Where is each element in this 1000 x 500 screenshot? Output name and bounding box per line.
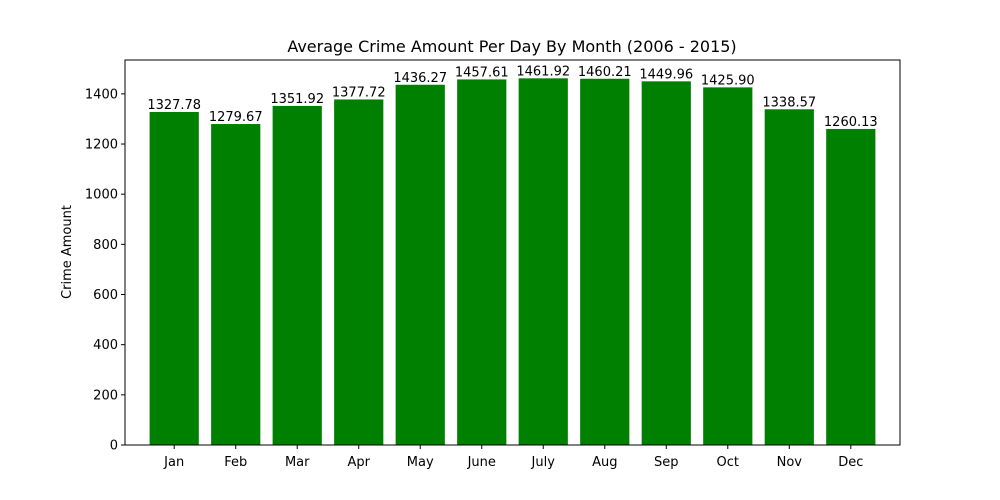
x-tick-label: Feb <box>224 455 247 470</box>
bar-may <box>395 84 445 445</box>
value-label-may: 1436.27 <box>393 71 447 86</box>
bar-aug <box>580 78 630 445</box>
y-tick-label: 1200 <box>85 138 118 153</box>
chart-title: Average Crime Amount Per Day By Month (2… <box>287 37 736 56</box>
x-tick-label: July <box>531 455 556 470</box>
value-label-dec: 1260.13 <box>824 115 878 130</box>
value-labels-group: 1327.78 1279.67 1351.92 1377.72 1436.27 1457.… <box>147 64 877 130</box>
value-label-feb: 1279.67 <box>209 110 263 125</box>
bar-july <box>518 78 568 445</box>
plot-frame <box>124 59 901 446</box>
x-axis: Jan Feb Mar Apr May June July Aug Sep Oct Nov Dec <box>163 445 863 470</box>
y-tick-label: 0 <box>110 439 118 454</box>
y-tick-label: 200 <box>93 388 118 403</box>
x-tick-label: Mar <box>285 455 310 470</box>
x-tick-label: Dec <box>838 455 863 470</box>
value-label-june: 1457.61 <box>455 65 509 80</box>
x-tick-label: Jan <box>163 455 184 470</box>
value-label-nov: 1338.57 <box>762 95 816 110</box>
bar-mar <box>272 105 322 445</box>
value-label-jan: 1327.78 <box>147 98 201 113</box>
value-label-apr: 1377.72 <box>332 85 386 100</box>
x-tick-label: Sep <box>654 455 679 470</box>
bar-nov <box>764 109 814 445</box>
bar-dec <box>826 128 876 445</box>
bar-june <box>457 79 507 445</box>
bar-feb <box>211 124 261 446</box>
y-axis: 0 200 400 600 800 1000 1200 1400 <box>85 87 125 454</box>
value-label-oct: 1425.90 <box>701 73 755 88</box>
bar-sep <box>641 81 691 445</box>
value-label-mar: 1351.92 <box>270 92 324 107</box>
x-tick-label: May <box>407 455 434 470</box>
value-label-aug: 1460.21 <box>578 65 632 80</box>
value-label-july: 1461.92 <box>516 64 570 79</box>
bars-group <box>149 78 876 446</box>
y-axis-label: Crime Amount <box>60 205 75 299</box>
x-tick-label: Apr <box>347 455 370 470</box>
x-tick-label: June <box>467 455 496 470</box>
x-tick-label: Aug <box>592 455 617 470</box>
bar-oct <box>703 87 753 446</box>
y-tick-label: 800 <box>93 238 118 253</box>
bar-apr <box>334 99 384 446</box>
value-label-sep: 1449.96 <box>639 67 693 82</box>
bar-jan <box>149 111 199 445</box>
y-tick-label: 400 <box>93 338 118 353</box>
x-tick-label: Oct <box>717 455 739 470</box>
y-tick-label: 1000 <box>85 188 118 203</box>
y-tick-label: 600 <box>93 288 118 303</box>
x-tick-label: Nov <box>777 455 803 470</box>
y-tick-label: 1400 <box>85 87 118 102</box>
